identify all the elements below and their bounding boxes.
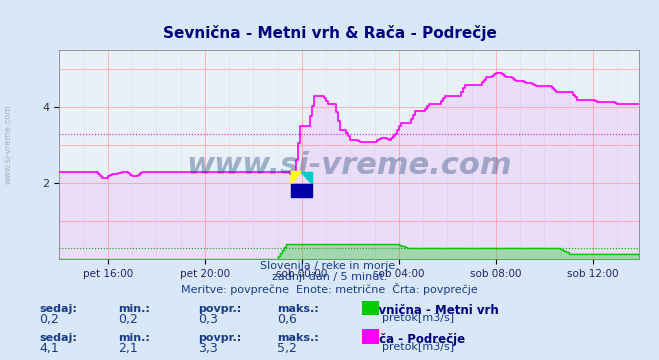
Text: 5,2: 5,2 — [277, 342, 297, 355]
Text: povpr.:: povpr.: — [198, 333, 241, 343]
Text: min.:: min.: — [119, 333, 150, 343]
Text: sedaj:: sedaj: — [40, 333, 77, 343]
Text: Sevnična - Metni vrh & Rača - Podrečje: Sevnična - Metni vrh & Rača - Podrečje — [163, 25, 496, 41]
Text: pretok[m3/s]: pretok[m3/s] — [382, 342, 454, 352]
Text: Slovenija / reke in morje.: Slovenija / reke in morje. — [260, 261, 399, 271]
Text: 0,2: 0,2 — [119, 313, 138, 326]
Text: sedaj:: sedaj: — [40, 304, 77, 314]
Polygon shape — [301, 171, 312, 184]
Text: 3,3: 3,3 — [198, 342, 217, 355]
Bar — [291, 184, 312, 197]
Text: Meritve: povprečne  Enote: metrične  Črta: povprečje: Meritve: povprečne Enote: metrične Črta:… — [181, 283, 478, 294]
Text: 2,1: 2,1 — [119, 342, 138, 355]
Text: pretok[m3/s]: pretok[m3/s] — [382, 313, 454, 323]
Text: 0,3: 0,3 — [198, 313, 217, 326]
Text: www.si-vreme.com: www.si-vreme.com — [186, 151, 512, 180]
Text: maks.:: maks.: — [277, 304, 318, 314]
Text: povpr.:: povpr.: — [198, 304, 241, 314]
Text: maks.:: maks.: — [277, 333, 318, 343]
Polygon shape — [291, 171, 301, 184]
Text: 4,1: 4,1 — [40, 342, 59, 355]
Text: 0,2: 0,2 — [40, 313, 59, 326]
Text: zadnji dan / 5 minut.: zadnji dan / 5 minut. — [272, 272, 387, 282]
Text: Rača - Podrečje: Rača - Podrečje — [362, 333, 465, 346]
Text: min.:: min.: — [119, 304, 150, 314]
Text: www.si-vreme.com: www.si-vreme.com — [3, 104, 13, 184]
Text: Sevnična - Metni vrh: Sevnična - Metni vrh — [362, 304, 500, 317]
Text: 0,6: 0,6 — [277, 313, 297, 326]
